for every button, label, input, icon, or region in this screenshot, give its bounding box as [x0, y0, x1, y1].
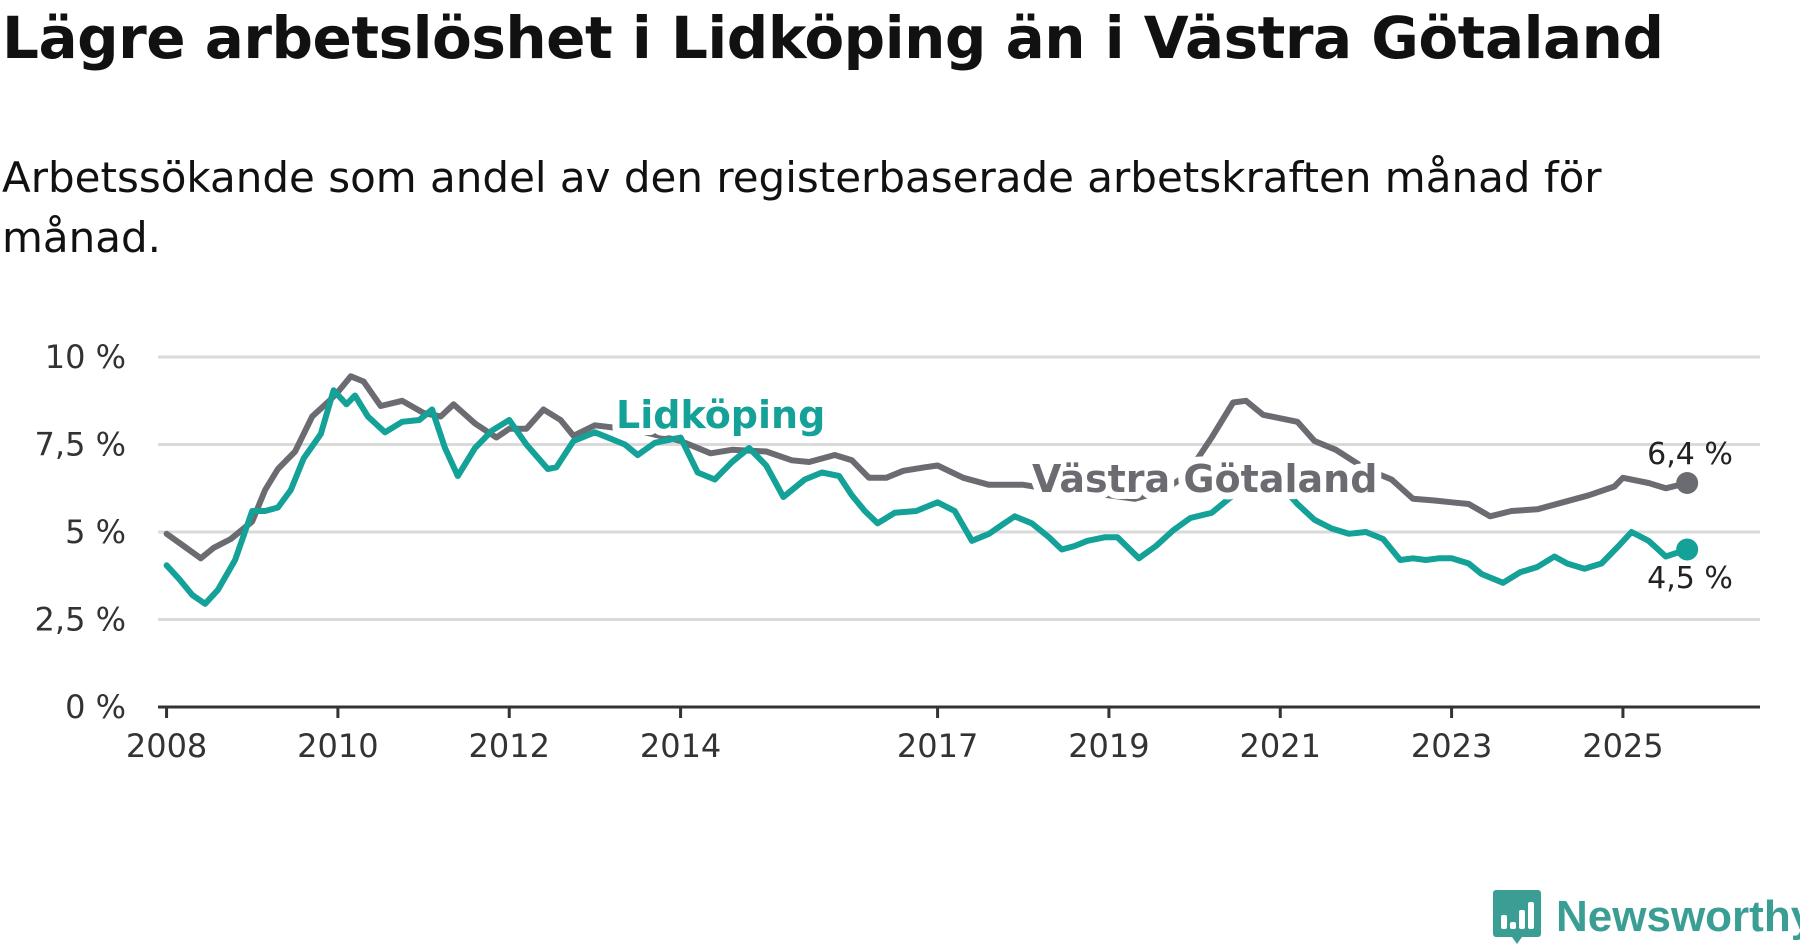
y-tick-label: 10 %	[45, 338, 126, 376]
x-tick-label: 2017	[897, 727, 978, 765]
series-label-lidkoping-text: Lidköping	[616, 393, 825, 437]
series-label-vastra-gotaland-text: Västra Götaland	[1032, 457, 1377, 501]
series-label-vastra-gotaland-halo: Västra Götaland	[1032, 457, 1377, 501]
x-tick-label: 2019	[1068, 727, 1149, 765]
x-tick-label: 2021	[1240, 727, 1321, 765]
x-tick-label: 2010	[297, 727, 378, 765]
x-tick-label: 2008	[126, 727, 207, 765]
end-point-lidkoping	[1676, 538, 1699, 561]
chart-title: Lägre arbetslöshet i Lidköping än i Väst…	[2, 4, 1664, 72]
chart-subtitle: Arbetssökande som andel av den registerb…	[2, 153, 1602, 262]
series-line-lidkoping	[163, 387, 1691, 607]
y-tick-label: 2,5 %	[35, 601, 126, 639]
axes: 0 % 2,5 % 5 % 7,5 % 10 % 2008 2010 2012 2014 2017…	[35, 338, 1760, 765]
brand-name: Newsworthy	[1556, 892, 1800, 941]
end-value-label-vastra-gotaland: 6,4 %	[1647, 437, 1733, 472]
series-label-lidkoping-halo: Lidköping	[616, 393, 825, 437]
end-value-label-lidkoping: 4,5 %	[1647, 561, 1733, 596]
grid-lines	[158, 355, 1760, 621]
x-tick-label: 2025	[1582, 727, 1663, 765]
y-tick-label: 0 %	[65, 688, 126, 726]
y-tick-label: 5 %	[65, 513, 126, 551]
chart-bubble-icon	[1493, 890, 1541, 944]
end-point-vastra-gotaland	[1676, 472, 1699, 494]
series-line-vastra-gotaland	[163, 373, 1691, 562]
x-tick-label: 2014	[640, 727, 721, 765]
x-tick-label: 2012	[469, 727, 550, 765]
y-tick-label: 7,5 %	[35, 426, 126, 464]
x-tick-label: 2023	[1411, 727, 1492, 765]
newsworthy-logo[interactable]: Newsworthy	[1492, 888, 1800, 946]
series-lines	[163, 373, 1699, 607]
